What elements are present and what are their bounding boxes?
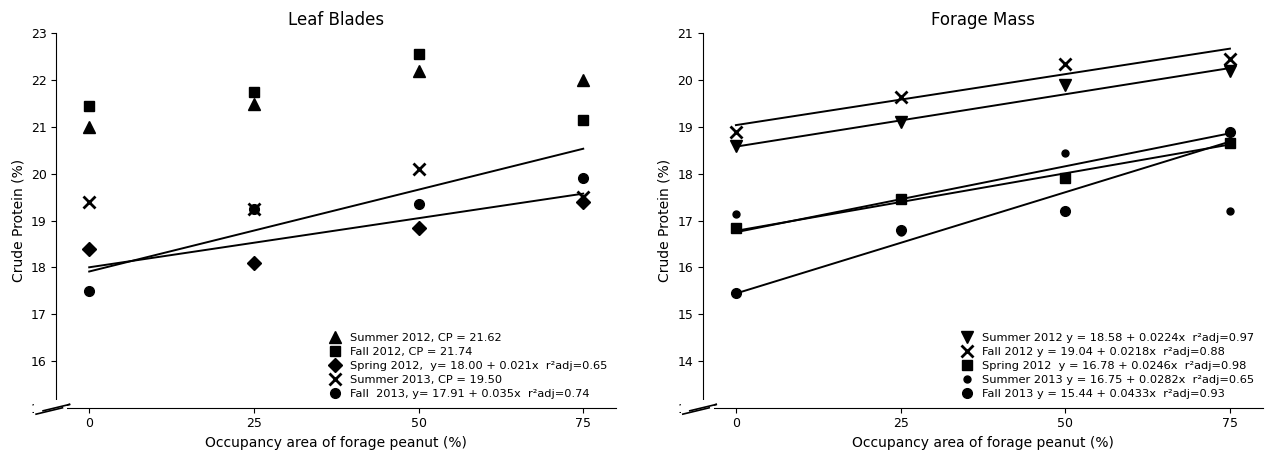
Legend: Summer 2012 y = 18.58 + 0.0224x  r²adj=0.97, Fall 2012 y = 19.04 + 0.0218x  r²ad: Summer 2012 y = 18.58 + 0.0224x r²adj=0.… xyxy=(956,329,1257,402)
Legend: Summer 2012, CP = 21.62, Fall 2012, CP = 21.74, Spring 2012,  y= 18.00 + 0.021x : Summer 2012, CP = 21.62, Fall 2012, CP =… xyxy=(324,329,610,402)
X-axis label: Occupancy area of forage peanut (%): Occupancy area of forage peanut (%) xyxy=(205,436,468,450)
Y-axis label: Crude Protein (%): Crude Protein (%) xyxy=(11,159,25,282)
FancyBboxPatch shape xyxy=(34,400,68,423)
Title: Forage Mass: Forage Mass xyxy=(931,11,1034,29)
Title: Leaf Blades: Leaf Blades xyxy=(288,11,385,29)
FancyBboxPatch shape xyxy=(680,400,715,423)
X-axis label: Occupancy area of forage peanut (%): Occupancy area of forage peanut (%) xyxy=(852,436,1113,450)
Y-axis label: Crude Protein (%): Crude Protein (%) xyxy=(657,159,671,282)
